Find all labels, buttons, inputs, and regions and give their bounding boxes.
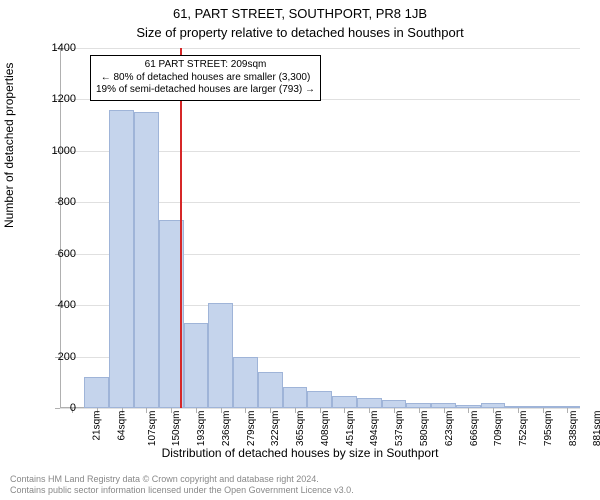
- y-tick-label: 1000: [52, 145, 76, 157]
- x-tick-label: 408sqm: [320, 411, 331, 447]
- footer-attribution: Contains HM Land Registry data © Crown c…: [10, 474, 354, 496]
- y-tick-label: 600: [58, 248, 76, 260]
- footer-line-2: Contains public sector information licen…: [10, 485, 354, 496]
- x-tick-label: 795sqm: [543, 411, 554, 447]
- histogram-bar: [184, 323, 209, 408]
- y-tick-label: 200: [58, 351, 76, 363]
- histogram-bar: [357, 398, 382, 408]
- footer-line-1: Contains HM Land Registry data © Crown c…: [10, 474, 354, 485]
- x-tick-label: 64sqm: [116, 411, 127, 441]
- x-tick-label: 494sqm: [370, 411, 381, 447]
- x-tick-label: 107sqm: [147, 411, 158, 447]
- histogram-bar: [109, 110, 134, 408]
- histogram-bar: [134, 112, 159, 408]
- grid-line: [60, 48, 580, 49]
- x-tick-label: 236sqm: [221, 411, 232, 447]
- y-tick-label: 0: [70, 402, 76, 414]
- x-tick-label: 150sqm: [171, 411, 182, 447]
- x-tick-label: 580sqm: [419, 411, 430, 447]
- x-tick-label: 838sqm: [568, 411, 579, 447]
- y-tick-label: 1400: [52, 42, 76, 54]
- histogram-bar: [84, 377, 109, 408]
- x-tick-label: 709sqm: [493, 411, 504, 447]
- x-tick-label: 623sqm: [444, 411, 455, 447]
- property-marker-line: [180, 48, 182, 408]
- x-tick-label: 537sqm: [394, 411, 405, 447]
- y-tick-label: 400: [58, 299, 76, 311]
- histogram-bar: [258, 372, 283, 408]
- annotation-line: ← 80% of detached houses are smaller (3,…: [96, 72, 315, 85]
- y-tick-mark: [55, 408, 60, 409]
- x-axis-label: Distribution of detached houses by size …: [0, 446, 600, 460]
- annotation-box: 61 PART STREET: 209sqm← 80% of detached …: [90, 55, 321, 101]
- annotation-line: 19% of semi-detached houses are larger (…: [96, 84, 315, 97]
- annotation-line: 61 PART STREET: 209sqm: [96, 59, 315, 72]
- y-axis-label: Number of detached properties: [2, 63, 16, 228]
- histogram-bar: [283, 387, 308, 408]
- x-tick-label: 322sqm: [271, 411, 282, 447]
- x-tick-label: 365sqm: [295, 411, 306, 447]
- x-tick-label: 21sqm: [92, 411, 103, 441]
- x-tick-label: 451sqm: [345, 411, 356, 447]
- x-tick-label: 193sqm: [196, 411, 207, 447]
- chart-subtitle: Size of property relative to detached ho…: [0, 21, 600, 40]
- y-tick-label: 800: [58, 196, 76, 208]
- x-tick-label: 279sqm: [246, 411, 257, 447]
- address-title: 61, PART STREET, SOUTHPORT, PR8 1JB: [0, 0, 600, 21]
- histogram-bar: [332, 396, 357, 408]
- histogram-bar: [233, 357, 258, 408]
- plot-area: 61 PART STREET: 209sqm← 80% of detached …: [60, 48, 580, 408]
- histogram-bar: [307, 391, 332, 408]
- histogram-bar: [382, 400, 407, 408]
- x-tick-label: 881sqm: [592, 411, 600, 447]
- x-tick-label: 752sqm: [518, 411, 529, 447]
- y-tick-label: 1200: [52, 93, 76, 105]
- x-tick-label: 666sqm: [469, 411, 480, 447]
- histogram-bar: [208, 303, 233, 408]
